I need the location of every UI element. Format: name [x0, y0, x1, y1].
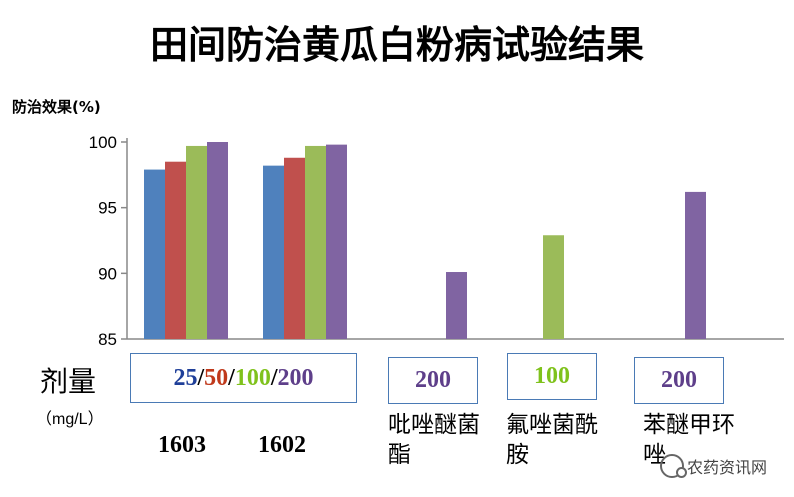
bar	[165, 161, 186, 339]
dose-value: 100	[534, 363, 570, 389]
y-tick-label: 90	[98, 264, 117, 283]
product-label-1603: 1603	[158, 432, 206, 458]
bar	[326, 144, 347, 339]
y-tick-label: 100	[89, 133, 117, 152]
dose-segment: 50	[204, 364, 229, 391]
page-title: 田间防治黄瓜白粉病试验结果	[149, 23, 644, 67]
bar	[543, 235, 564, 339]
dose-label: 剂量	[40, 365, 97, 398]
dose-segment: 200	[277, 364, 314, 391]
dose-value: 200	[415, 367, 451, 393]
bar	[144, 169, 165, 339]
dose-unit-label: （mg/L）	[36, 411, 104, 428]
bar	[685, 191, 706, 339]
dose-segment: /	[197, 364, 205, 391]
bar	[263, 165, 284, 339]
y-axis-label: 防治效果(%)	[12, 98, 101, 116]
dose-box-fluopyram: 100	[507, 353, 597, 400]
product-label-1602: 1602	[258, 432, 306, 458]
dose-box-pyraclostrobin: 200	[388, 357, 478, 404]
bar	[207, 142, 228, 339]
bar	[446, 272, 467, 339]
dose-segment: /	[228, 364, 235, 391]
dose-segment: 25	[173, 364, 198, 391]
bar	[186, 145, 207, 339]
product-label-fluxapyroxad: 氟唑菌酰胺	[506, 412, 598, 468]
watermark: 农药资讯网	[660, 454, 767, 478]
y-tick-label: 95	[98, 199, 117, 218]
dose-segment: /	[270, 364, 278, 391]
bar	[305, 145, 326, 339]
dose-box-difenoconazole: 200	[634, 357, 724, 404]
dose-value: 200	[661, 367, 697, 393]
dose-box-main: 25/50/100/200	[130, 353, 357, 403]
product-label-difenoconazole: 苯醚甲环唑	[643, 412, 735, 468]
bar	[284, 157, 305, 339]
watermark-text: 农药资讯网	[687, 458, 768, 477]
chart-bars	[144, 142, 706, 339]
product-label-pyraclostrobin: 吡唑醚菌酯	[388, 412, 480, 468]
y-tick-label: 85	[98, 330, 117, 349]
dose-segment: 100	[234, 364, 271, 391]
wechat-icon	[660, 454, 687, 478]
